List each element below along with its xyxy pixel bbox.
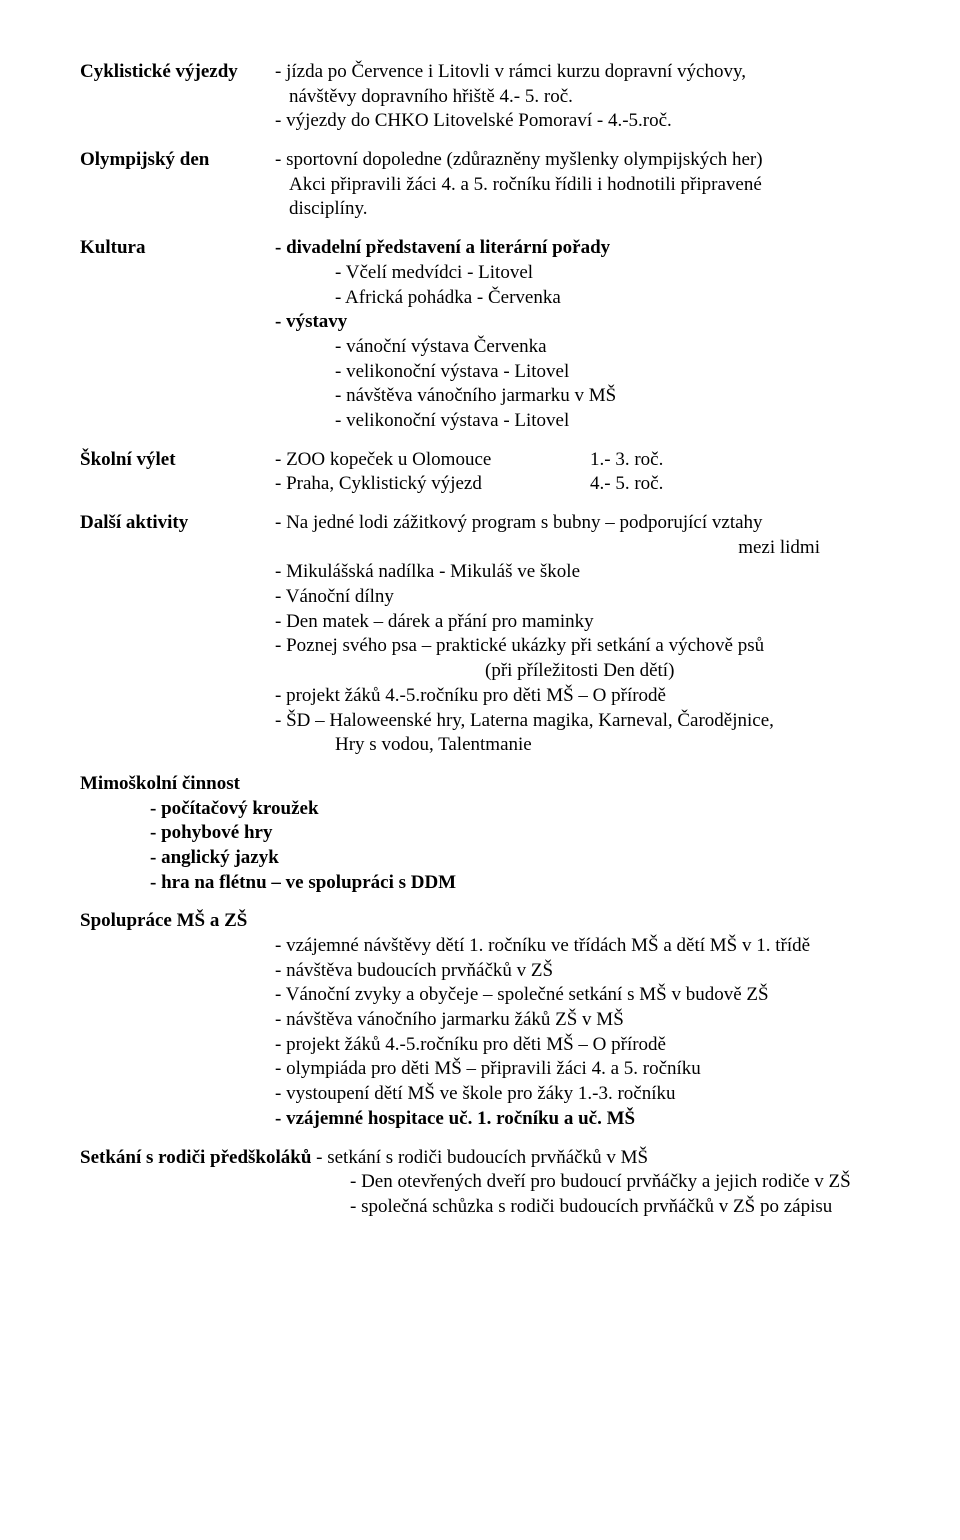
text-line: - návštěva budoucích prvňáčků v ZŠ — [275, 959, 880, 984]
text-line: - Na jedné lodi zážitkový program s bubn… — [275, 511, 880, 536]
text-line: - vzájemné hospitace uč. 1. ročníku a uč… — [275, 1107, 880, 1132]
text-line: - výstavy — [275, 310, 880, 335]
text-line: disciplíny. — [275, 197, 880, 222]
text-line: - hra na flétnu – ve spolupráci s DDM — [80, 871, 880, 896]
trip-name: - Praha, Cyklistický výjezd — [275, 472, 590, 497]
vylet-section: Školní výlet - ZOO kopeček u Olomouce 1.… — [80, 448, 880, 497]
cyklisticke-content: - jízda po Července i Litovli v rámci ku… — [275, 60, 880, 134]
vylet-content: - ZOO kopeček u Olomouce 1.- 3. roč. - P… — [275, 448, 880, 497]
text-line: - vystoupení dětí MŠ ve škole pro žáky 1… — [275, 1082, 880, 1107]
vylet-label: Školní výlet — [80, 448, 275, 473]
text-line: mezi lidmi — [275, 536, 880, 561]
text-line: - počítačový kroužek — [80, 797, 880, 822]
text-line: - Vánoční zvyky a obyčeje – společné set… — [275, 983, 880, 1008]
text-line: - návštěva vánočního jarmarku žáků ZŠ v … — [275, 1008, 880, 1033]
setkani-label: Setkání s rodiči předškoláků — [80, 1147, 311, 1168]
text-line: - olympiáda pro děti MŠ – připravili žác… — [275, 1057, 880, 1082]
text-line: - ŠD – Haloweenské hry, Laterna magika, … — [275, 709, 880, 734]
setkani-line1: Setkání s rodiči předškoláků - setkání s… — [80, 1146, 880, 1171]
text-line: (při příležitosti Den dětí) — [275, 659, 880, 684]
text-line: - divadelní představení a literární pořa… — [275, 236, 880, 261]
cyklisticke-label: Cyklistické výjezdy — [80, 60, 275, 85]
trip-row: - ZOO kopeček u Olomouce 1.- 3. roč. — [275, 448, 880, 473]
kultura-content: - divadelní představení a literární pořa… — [275, 236, 880, 434]
trip-row: - Praha, Cyklistický výjezd 4.- 5. roč. — [275, 472, 880, 497]
trip-name: - ZOO kopeček u Olomouce — [275, 448, 590, 473]
text-line: - vzájemné návštěvy dětí 1. ročníku ve t… — [275, 934, 880, 959]
text-line: Akci připravili žáci 4. a 5. ročníku říd… — [275, 173, 880, 198]
setkani-section: Setkání s rodiči předškoláků - setkání s… — [80, 1146, 880, 1220]
spoluprace-section: Spolupráce MŠ a ZŠ - vzájemné návštěvy d… — [80, 909, 880, 1131]
text-line: Hry s vodou, Talentmanie — [275, 733, 880, 758]
text-line: - velikonoční výstava - Litovel — [275, 360, 880, 385]
text-line: - Den otevřených dveří pro budoucí prvňá… — [80, 1170, 880, 1195]
mimoskolni-section: Mimoškolní činnost - počítačový kroužek … — [80, 772, 880, 895]
spoluprace-title: Spolupráce MŠ a ZŠ — [80, 909, 880, 934]
dalsi-section: Další aktivity - Na jedné lodi zážitkový… — [80, 511, 880, 758]
olympijsky-label: Olympijský den — [80, 148, 275, 173]
text-line: - výjezdy do CHKO Litovelské Pomoraví - … — [275, 109, 880, 134]
trip-grade: 1.- 3. roč. — [590, 448, 663, 473]
text-line: - projekt žáků 4.-5.ročníku pro děti MŠ … — [275, 684, 880, 709]
text-line: - Den matek – dárek a přání pro maminky — [275, 610, 880, 635]
text-line: - pohybové hry — [80, 821, 880, 846]
kultura-label: Kultura — [80, 236, 275, 261]
olympijsky-section: Olympijský den - sportovní dopoledne (zd… — [80, 148, 880, 222]
text-line: - Včelí medvídci - Litovel — [275, 261, 880, 286]
mimoskolni-title: Mimoškolní činnost — [80, 772, 880, 797]
text-line: - Mikulášská nadílka - Mikuláš ve škole — [275, 560, 880, 585]
text-line: - Africká pohádka - Červenka — [275, 286, 880, 311]
text-line: - sportovní dopoledne (zdůrazněny myšlen… — [275, 148, 880, 173]
text-line: - společná schůzka s rodiči budoucích pr… — [80, 1195, 880, 1220]
text-line: - jízda po Července i Litovli v rámci ku… — [275, 60, 880, 85]
spoluprace-content: - vzájemné návštěvy dětí 1. ročníku ve t… — [80, 934, 880, 1132]
text-line: - Vánoční dílny — [275, 585, 880, 610]
dalsi-content: - Na jedné lodi zážitkový program s bubn… — [275, 511, 880, 758]
text-line: - projekt žáků 4.-5.ročníku pro děti MŠ … — [275, 1033, 880, 1058]
trip-grade: 4.- 5. roč. — [590, 472, 663, 497]
text-line: - anglický jazyk — [80, 846, 880, 871]
text-line: - velikonoční výstava - Litovel — [275, 409, 880, 434]
dalsi-label: Další aktivity — [80, 511, 275, 536]
text-line: - Poznej svého psa – praktické ukázky př… — [275, 634, 880, 659]
olympijsky-content: - sportovní dopoledne (zdůrazněny myšlen… — [275, 148, 880, 222]
text-line: - vánoční výstava Červenka — [275, 335, 880, 360]
cyklisticke-section: Cyklistické výjezdy - jízda po Července … — [80, 60, 880, 134]
text-line: - setkání s rodiči budoucích prvňáčků v … — [311, 1147, 648, 1168]
text-line: - návštěva vánočního jarmarku v MŠ — [275, 384, 880, 409]
kultura-section: Kultura - divadelní představení a literá… — [80, 236, 880, 434]
text-line: návštěvy dopravního hřiště 4.- 5. roč. — [275, 85, 880, 110]
